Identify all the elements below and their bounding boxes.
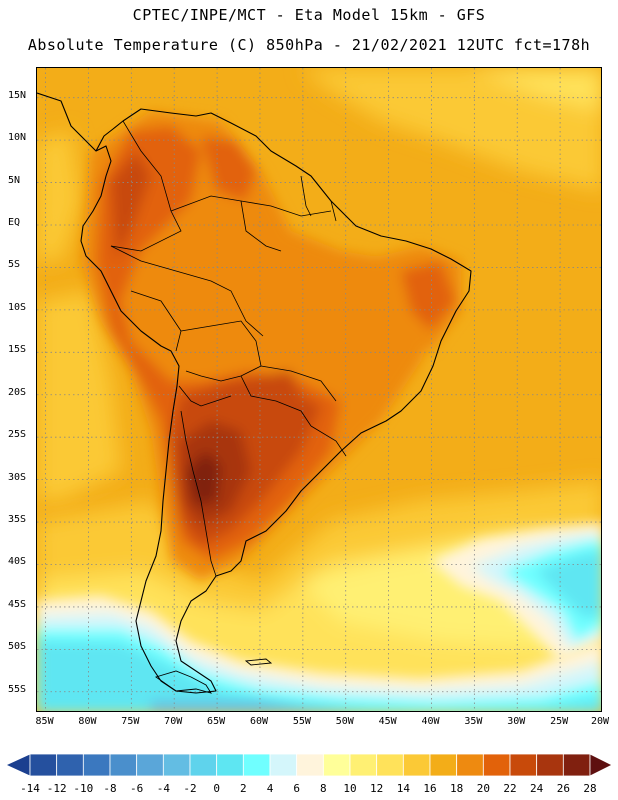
lat-tick-label: 10S <box>8 301 27 313</box>
lon-tick-label: 80W <box>78 716 97 727</box>
lat-tick-label: 15S <box>8 344 27 356</box>
lat-tick-label: 20S <box>8 386 27 398</box>
field-cold-tongue <box>431 523 601 661</box>
colorbar-tick-label: -4 <box>156 782 170 795</box>
colorbar-swatch <box>242 753 271 777</box>
lat-tick-label: 15N <box>8 89 27 101</box>
colorbar-tick-label: 18 <box>450 782 464 795</box>
lon-tick-label: 45W <box>378 716 397 727</box>
south-america-coastline <box>37 92 472 694</box>
map-subtitle: Absolute Temperature (C) 850hPa - 21/02/… <box>27 36 591 54</box>
lon-tick-label: 30W <box>507 716 526 727</box>
colorbar-swatch <box>349 753 378 777</box>
lon-tick-label: 70W <box>164 716 183 727</box>
colorbar-swatch <box>429 753 458 777</box>
colorbar-swatch <box>136 753 164 777</box>
colorbar-swatch <box>322 753 351 777</box>
colorbar-swatch <box>189 753 218 777</box>
lat-tick-label: 30S <box>8 471 27 483</box>
field-tropical-atlantic <box>301 68 601 191</box>
colorbar-tick-label: -14 <box>20 782 40 795</box>
colorbar-swatch <box>162 753 191 777</box>
colorbar-right-arrow <box>589 753 613 777</box>
colorbar-tick-label: -10 <box>73 782 94 795</box>
country-borders <box>110 120 347 577</box>
colorbar-swatch <box>216 753 244 777</box>
colorbar-tick-label: 0 <box>213 782 220 795</box>
colorbar-tick-label: 10 <box>343 782 357 795</box>
lat-tick-label: 45S <box>8 598 27 610</box>
colorbar <box>5 753 613 777</box>
colorbar-swatch <box>56 753 84 777</box>
colorbar-swatch <box>296 753 324 777</box>
lon-tick-label: 85W <box>35 716 54 727</box>
lon-tick-label: 40W <box>421 716 440 727</box>
lon-tick-label: 55W <box>292 716 311 727</box>
colorbar-swatch <box>562 753 591 777</box>
lon-tick-label: 20W <box>590 716 610 727</box>
colorbar-tick-label: -2 <box>183 782 197 795</box>
colorbar-tick-label: 22 <box>503 782 517 795</box>
colorbar-left-arrow <box>5 753 31 777</box>
colorbar-swatch <box>376 753 404 777</box>
lon-tick-label: 65W <box>207 716 226 727</box>
lat-tick-label: 50S <box>8 641 27 653</box>
lon-tick-label: 50W <box>335 716 354 727</box>
colorbar-tick-label: -8 <box>103 782 117 795</box>
colorbar-tick-label: 2 <box>240 782 247 795</box>
colorbar-tick-label: -12 <box>46 782 67 795</box>
colorbar-tick-label: 24 <box>530 782 544 795</box>
colorbar-swatch <box>536 753 564 777</box>
colorbar-tick-label: -6 <box>130 782 144 795</box>
colorbar-swatch <box>82 753 111 777</box>
lon-tick-label: 35W <box>464 716 483 727</box>
colorbar-swatch <box>509 753 538 777</box>
colorbar-tick-label: 8 <box>320 782 327 795</box>
lon-tick-label: 25W <box>550 716 569 727</box>
map-title: CPTEC/INPE/MCT - Eta Model 15km - GFS <box>132 6 486 24</box>
field-pacific <box>37 131 121 501</box>
lon-tick-label: 75W <box>121 716 140 727</box>
lat-tick-label: 25S <box>8 429 27 441</box>
colorbar-swatch <box>482 753 511 777</box>
colorbar-tick-label: 4 <box>266 782 274 795</box>
colorbar-tick-label: 6 <box>293 782 300 795</box>
lat-tick-label: 55S <box>8 683 27 695</box>
temperature-map <box>36 67 602 712</box>
colorbar-swatch <box>29 753 58 777</box>
field-continent <box>81 111 461 581</box>
colorbar-swatch <box>456 753 484 777</box>
lat-tick-label: 5N <box>8 174 21 186</box>
colorbar-tick-label: 12 <box>370 782 384 795</box>
colorbar-swatch <box>109 753 138 777</box>
colorbar-tick-label: 20 <box>476 782 490 795</box>
colorbar-tick-label: 14 <box>396 782 410 795</box>
colorbar-tick-label: 28 <box>583 782 597 795</box>
lat-tick-label: 10N <box>8 132 27 144</box>
lat-tick-label: EQ <box>8 217 21 228</box>
lat-tick-label: 5S <box>8 259 21 271</box>
colorbar-tick-label: 26 <box>556 782 570 795</box>
colorbar-tick-label: 16 <box>423 782 437 795</box>
lon-tick-label: 60W <box>249 716 268 727</box>
tierra-del-fuego <box>154 658 273 694</box>
colorbar-swatch <box>402 753 431 777</box>
lat-tick-label: 40S <box>8 556 27 568</box>
colorbar-swatch <box>269 753 298 777</box>
lat-tick-label: 35S <box>8 514 27 526</box>
